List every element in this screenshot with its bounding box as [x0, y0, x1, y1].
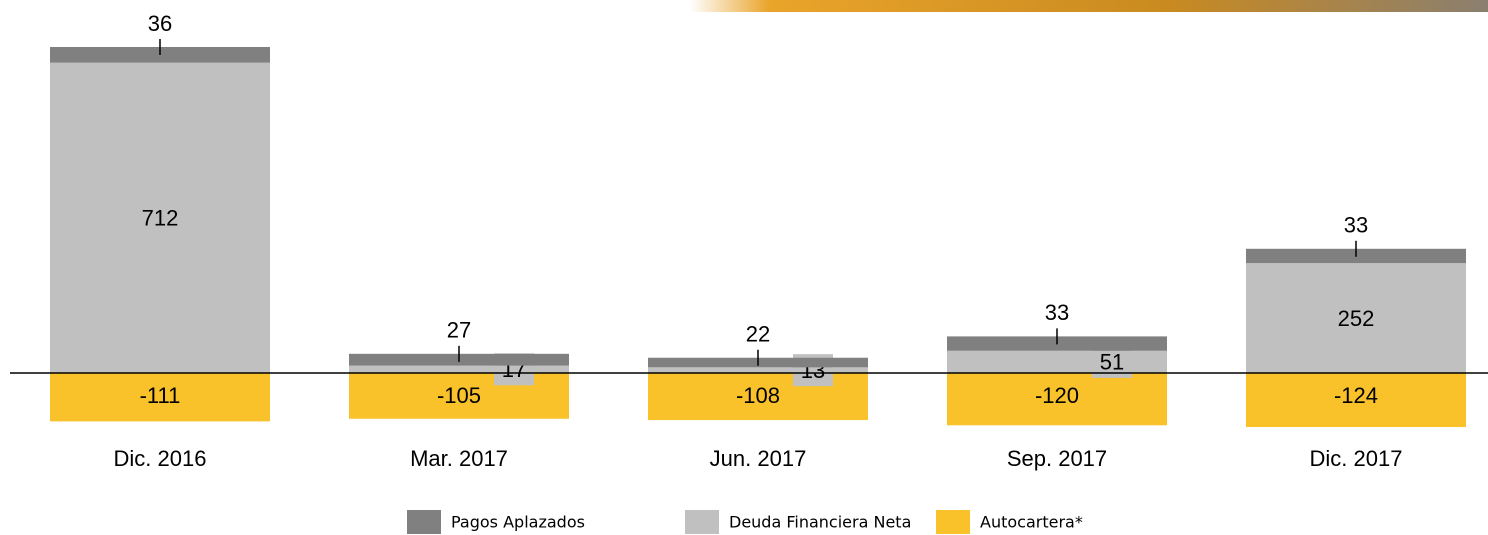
- x-tick-label: Jun. 2017: [710, 446, 807, 471]
- bar-segment: [50, 373, 270, 422]
- value-label: 252: [1338, 306, 1375, 331]
- value-label: 22: [746, 322, 770, 347]
- header-photo: [690, 0, 1488, 12]
- x-tick-label: Dic. 2016: [114, 446, 207, 471]
- x-tick-label: Mar. 2017: [410, 446, 508, 471]
- value-label: -124: [1334, 383, 1378, 408]
- x-tick-label: Dic. 2017: [1310, 446, 1403, 471]
- value-label: 33: [1344, 213, 1368, 238]
- bar-segment: [349, 365, 569, 373]
- bar-segment: [1246, 373, 1466, 428]
- legend-swatch: [407, 510, 441, 534]
- legend-swatch: [936, 510, 970, 534]
- value-label: 712: [142, 206, 179, 231]
- x-tick-label: Sep. 2017: [1007, 446, 1107, 471]
- value-label: -120: [1035, 383, 1079, 408]
- value-label: 36: [148, 11, 172, 36]
- legend-swatch: [685, 510, 719, 534]
- legend-label: Autocartera*: [980, 513, 1083, 532]
- value-label: -108: [736, 383, 780, 408]
- legend-label: Pagos Aplazados: [451, 513, 585, 532]
- legend-label: Deuda Financiera Neta: [729, 513, 911, 532]
- value-label: 27: [447, 318, 471, 343]
- bar-segment: [1246, 263, 1466, 373]
- value-label: -111: [140, 383, 181, 408]
- bar-segment: [648, 367, 868, 373]
- bar-segment: [947, 373, 1167, 426]
- bar-segment: [947, 350, 1167, 373]
- bar-segment: [50, 62, 270, 373]
- value-label: 51: [1100, 350, 1124, 375]
- value-label: -105: [437, 383, 481, 408]
- value-label: 33: [1045, 300, 1069, 325]
